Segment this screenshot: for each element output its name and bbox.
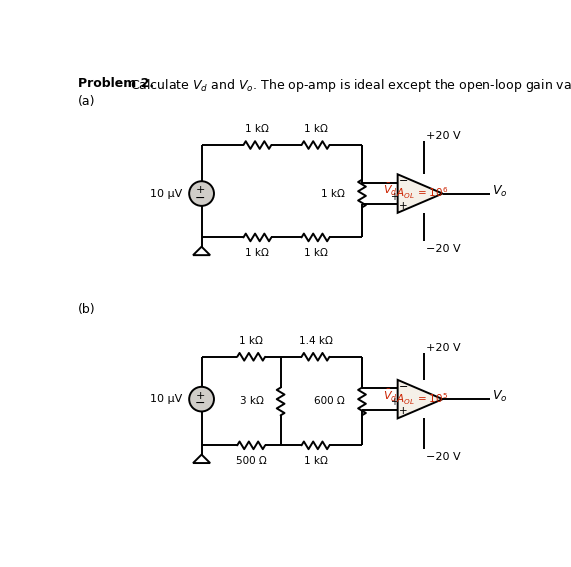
Text: 1 kΩ: 1 kΩ — [239, 336, 263, 346]
Text: 1 kΩ: 1 kΩ — [304, 456, 327, 466]
Text: $\bar{V}_d$: $\bar{V}_d$ — [383, 183, 397, 198]
Text: $\bar{V}_d$: $\bar{V}_d$ — [383, 388, 397, 404]
Text: Problem 2.: Problem 2. — [78, 77, 154, 90]
Circle shape — [189, 387, 214, 412]
Text: (b): (b) — [78, 303, 95, 316]
Text: +: + — [195, 185, 205, 196]
Text: 1.4 kΩ: 1.4 kΩ — [299, 336, 332, 346]
Text: 3 kΩ: 3 kΩ — [240, 396, 264, 407]
Polygon shape — [397, 380, 443, 418]
Text: +: + — [389, 192, 397, 202]
Text: 10 μV: 10 μV — [150, 394, 182, 404]
Text: $A_{OL}$ = 10$^6$: $A_{OL}$ = 10$^6$ — [396, 186, 449, 201]
Text: +: + — [195, 391, 205, 401]
Text: +20 V: +20 V — [427, 131, 461, 141]
Text: 1 kΩ: 1 kΩ — [321, 189, 345, 198]
Text: (a): (a) — [78, 95, 95, 108]
Text: −: − — [195, 192, 206, 205]
Text: +: + — [389, 397, 397, 407]
Text: −: − — [195, 397, 206, 411]
Text: 10 μV: 10 μV — [150, 189, 182, 198]
Text: $A_{OL}$ = 10$^5$: $A_{OL}$ = 10$^5$ — [396, 391, 449, 407]
Text: −20 V: −20 V — [427, 244, 461, 253]
Text: 500 Ω: 500 Ω — [236, 456, 267, 466]
Text: −: − — [399, 176, 408, 186]
Text: +: + — [399, 407, 407, 416]
Text: 1 kΩ: 1 kΩ — [246, 124, 270, 134]
Text: $V_o$: $V_o$ — [492, 184, 508, 199]
Text: −: − — [399, 382, 408, 392]
Text: +20 V: +20 V — [427, 343, 461, 353]
Text: −20 V: −20 V — [427, 451, 461, 462]
Text: 1 kΩ: 1 kΩ — [304, 248, 327, 258]
Text: Calculate $V_d$ and $V_o$. The op-amp is ideal except the open-loop gain value o: Calculate $V_d$ and $V_o$. The op-amp is… — [130, 77, 571, 96]
Text: 600 Ω: 600 Ω — [314, 396, 345, 407]
Circle shape — [189, 181, 214, 206]
Text: 1 kΩ: 1 kΩ — [246, 248, 270, 258]
Text: 1 kΩ: 1 kΩ — [304, 124, 327, 134]
Text: +: + — [399, 201, 407, 211]
Text: $V_o$: $V_o$ — [492, 390, 508, 404]
Polygon shape — [397, 174, 443, 213]
